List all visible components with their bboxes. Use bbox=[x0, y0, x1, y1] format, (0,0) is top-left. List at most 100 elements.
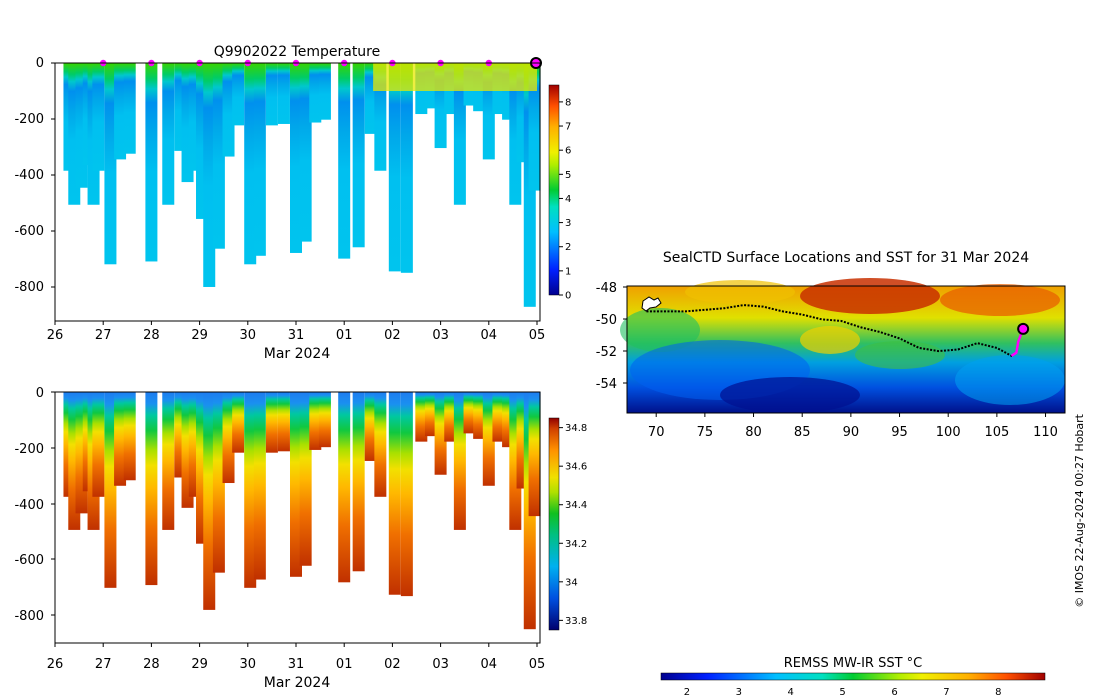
salinity-profile bbox=[92, 392, 105, 497]
map-x-tick-label: 90 bbox=[843, 425, 860, 440]
salinity-profile bbox=[123, 392, 136, 481]
map-y-tick-label: -52 bbox=[596, 345, 617, 360]
salinity-profile bbox=[299, 392, 312, 566]
x-tick-label: 31 bbox=[288, 657, 305, 672]
y-tick-label: 0 bbox=[36, 56, 44, 71]
salinity-profile bbox=[424, 392, 437, 437]
map-x-tick-label: 110 bbox=[1033, 425, 1058, 440]
seal-track bbox=[641, 296, 1030, 358]
y-tick-label: -800 bbox=[14, 280, 44, 295]
map-x-tick-label: 70 bbox=[648, 425, 665, 440]
salinity-profile bbox=[114, 392, 127, 486]
salinity-colorbar-scale bbox=[548, 417, 560, 631]
x-tick-label: 05 bbox=[529, 657, 546, 672]
temperature-profile bbox=[145, 63, 158, 262]
map-x-tick-label: 75 bbox=[697, 425, 714, 440]
map-x-tick-label: 100 bbox=[936, 425, 961, 440]
temperature-profile bbox=[123, 63, 136, 154]
salinity-profile bbox=[290, 392, 302, 577]
salinity-profile bbox=[318, 392, 331, 448]
temperature-profile bbox=[244, 63, 257, 265]
temperature-profile bbox=[352, 63, 365, 248]
salinity-profile bbox=[453, 392, 466, 530]
temperature-title: Q9902022 Temperature bbox=[214, 44, 381, 60]
salinity-profile bbox=[277, 392, 290, 452]
y-tick-label: 0 bbox=[36, 386, 44, 401]
map-x-tick-label: 85 bbox=[794, 425, 811, 440]
sst-colorbar-tick-label: 7 bbox=[943, 687, 949, 698]
salinity-profile bbox=[104, 392, 117, 588]
salinity-profile bbox=[309, 392, 322, 450]
colorbar-tick-label: 34 bbox=[565, 577, 578, 588]
recent-track-line bbox=[1010, 328, 1025, 357]
salinity-profile bbox=[232, 392, 245, 453]
y-tick-label: -400 bbox=[14, 498, 44, 513]
salinity-plot-frame bbox=[54, 391, 541, 644]
salinity-profile bbox=[444, 392, 457, 442]
salinity-profile bbox=[244, 392, 257, 588]
x-tick-label: 01 bbox=[336, 328, 353, 343]
salinity-profile bbox=[502, 392, 515, 448]
salinity-profile bbox=[434, 392, 447, 475]
temperature-profile bbox=[502, 63, 515, 120]
island-shape bbox=[641, 296, 662, 312]
map-y-tick-label: -54 bbox=[596, 377, 617, 392]
map-axes: -48 -50 -52 -54 70 75 80 85 90 95 100 105 110 bbox=[596, 281, 1066, 440]
colorbar-tick-label: 8 bbox=[565, 97, 571, 108]
x-tick-label: 26 bbox=[47, 328, 64, 343]
sst-colorbar-tick-label: 8 bbox=[995, 687, 1001, 698]
salinity-profile bbox=[212, 392, 225, 573]
temperature-profile bbox=[528, 63, 541, 191]
sst-colorbar-scale bbox=[660, 672, 1046, 681]
x-tick-label: 03 bbox=[432, 328, 449, 343]
temperature-plot-frame bbox=[54, 62, 541, 322]
salinity-profile bbox=[352, 392, 365, 572]
salinity-profile bbox=[253, 392, 266, 580]
salinity-profile bbox=[482, 392, 495, 486]
colorbar-tick-label: 1 bbox=[565, 266, 571, 277]
salinity-x-label: Mar 2024 bbox=[264, 675, 331, 691]
sst-colorbar: REMSS MW-IR SST °C 2 3 4 5 6 7 8 bbox=[660, 656, 1046, 698]
x-tick-label: 02 bbox=[384, 657, 401, 672]
x-tick-label: 30 bbox=[240, 657, 257, 672]
salinity-profile bbox=[463, 392, 476, 434]
salinity-profile bbox=[222, 392, 235, 484]
x-tick-label: 31 bbox=[288, 328, 305, 343]
x-tick-label: 29 bbox=[191, 657, 208, 672]
map-y-tick-label: -48 bbox=[596, 281, 617, 296]
temperature-y-ticks: 0 -200 -400 -600 -800 bbox=[14, 56, 55, 295]
temperature-profile bbox=[104, 63, 117, 265]
sst-colorbar-tick-label: 2 bbox=[684, 687, 690, 698]
salinity-x-ticks: 26 27 28 29 30 31 01 02 03 04 05 bbox=[47, 643, 546, 672]
sst-colorbar-label: REMSS MW-IR SST °C bbox=[784, 656, 923, 671]
temperature-colorbar: 0 1 2 3 4 5 6 7 8 bbox=[548, 84, 571, 302]
temperature-profile bbox=[114, 63, 127, 160]
salinity-profile bbox=[415, 392, 428, 442]
colorbar-tick-label: 34.6 bbox=[565, 462, 587, 473]
salinity-profiles bbox=[63, 392, 541, 630]
temperature-profile bbox=[388, 63, 401, 272]
temperature-profile bbox=[232, 63, 245, 126]
salinity-profile bbox=[528, 392, 541, 517]
surface-warm-layer bbox=[373, 63, 537, 91]
colorbar-tick-label: 2 bbox=[565, 242, 571, 253]
y-tick-label: -400 bbox=[14, 168, 44, 183]
x-tick-label: 28 bbox=[143, 328, 160, 343]
x-tick-label: 04 bbox=[481, 328, 498, 343]
salinity-profile bbox=[400, 392, 413, 597]
imos-credit: © IMOS 22-Aug-2024 00:27 Hobart bbox=[1073, 413, 1086, 607]
temperature-profile bbox=[222, 63, 235, 157]
x-tick-label: 28 bbox=[143, 657, 160, 672]
map-title: SealCTD Surface Locations and SST for 31… bbox=[663, 250, 1029, 266]
temperature-profile bbox=[253, 63, 266, 256]
temperature-profile bbox=[92, 63, 105, 171]
x-tick-label: 27 bbox=[95, 328, 112, 343]
track-line bbox=[646, 304, 1025, 358]
y-tick-label: -200 bbox=[14, 112, 44, 127]
x-tick-label: 26 bbox=[47, 657, 64, 672]
sst-colorbar-tick-label: 6 bbox=[891, 687, 897, 698]
temperature-profile bbox=[277, 63, 290, 124]
salinity-profile bbox=[338, 392, 351, 583]
colorbar-tick-label: 34.4 bbox=[565, 500, 587, 511]
